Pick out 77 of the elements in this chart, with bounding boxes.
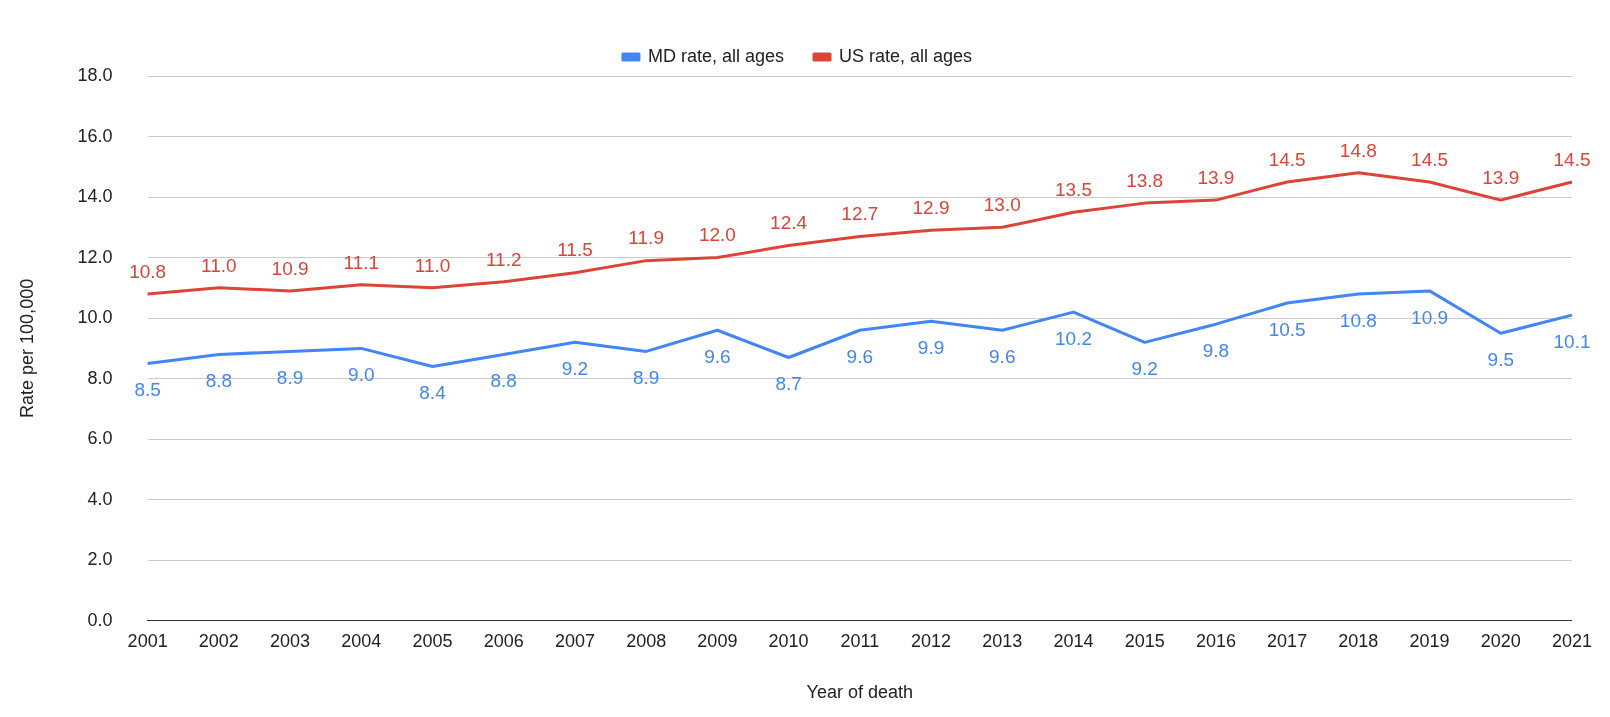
data-label: 9.6 — [704, 345, 731, 367]
x-tick-label: 2011 — [840, 630, 880, 651]
data-label: 13.9 — [1482, 166, 1520, 188]
data-label: 11.0 — [414, 254, 451, 276]
x-tick-label: 2002 — [198, 630, 239, 651]
data-label: 12.7 — [841, 203, 879, 225]
data-label: 11.0 — [201, 254, 237, 276]
x-tick-label: 2007 — [554, 630, 595, 651]
x-axis-title: Year of death — [806, 682, 914, 703]
data-label: 10.1 — [1553, 330, 1591, 352]
y-tick-label: 6.0 — [87, 428, 113, 449]
x-tick-label: 2014 — [1053, 630, 1094, 651]
data-label: 13.5 — [1054, 178, 1092, 200]
data-label: 8.8 — [490, 370, 517, 392]
data-label: 11.9 — [628, 227, 664, 249]
y-axis-title: Rate per 100,000 — [16, 278, 37, 418]
data-label: 13.0 — [983, 194, 1021, 216]
data-label: 11.5 — [557, 239, 593, 261]
data-label: 9.5 — [1487, 349, 1514, 370]
x-tick-label: 2004 — [341, 630, 382, 651]
data-label: 10.8 — [129, 260, 167, 282]
data-label: 8.9 — [276, 367, 304, 389]
data-label: 9.9 — [917, 336, 945, 358]
data-label: 9.8 — [1202, 339, 1230, 361]
y-tick-label: 12.0 — [77, 246, 113, 267]
data-label: 13.8 — [1126, 169, 1164, 191]
data-label: 8.7 — [775, 373, 802, 395]
data-label: 9.6 — [989, 345, 1016, 367]
data-label: 12.4 — [770, 212, 808, 234]
x-tick-label: 2021 — [1551, 630, 1592, 651]
x-tick-label: 2012 — [911, 630, 952, 651]
legend-label: MD rate, all ages — [647, 45, 784, 66]
x-tick-label: 2006 — [483, 630, 524, 651]
data-label: 14.8 — [1339, 139, 1377, 161]
data-label: 12.0 — [698, 224, 736, 246]
x-tick-label: 2018 — [1338, 630, 1379, 651]
x-tick-label: 2013 — [982, 630, 1023, 651]
x-tick-label: 2015 — [1124, 630, 1165, 651]
data-label: 8.9 — [632, 367, 660, 389]
x-tick-label: 2008 — [626, 630, 667, 651]
data-label: 9.6 — [846, 345, 874, 367]
y-tick-label: 14.0 — [77, 186, 113, 207]
data-label: 9.2 — [1131, 358, 1158, 380]
data-label: 10.9 — [1411, 306, 1449, 328]
x-tick-label: 2003 — [270, 630, 311, 651]
y-tick-label: 18.0 — [77, 64, 113, 85]
data-label: 10.9 — [271, 257, 309, 279]
y-tick-label: 4.0 — [87, 488, 113, 509]
y-tick-label: 8.0 — [87, 367, 113, 388]
x-tick-label: 2001 — [127, 630, 168, 651]
legend-label: US rate, all ages — [838, 45, 973, 66]
data-label: 9.2 — [561, 358, 589, 380]
data-label: 14.5 — [1268, 148, 1306, 170]
data-label: 11.1 — [343, 251, 380, 273]
data-label: 14.5 — [1411, 148, 1449, 170]
x-tick-label: 2005 — [412, 630, 453, 651]
data-label: 8.4 — [419, 382, 447, 404]
x-tick-label: 2019 — [1409, 630, 1450, 651]
y-tick-label: 10.0 — [77, 307, 113, 328]
data-label: 10.2 — [1054, 327, 1092, 349]
y-tick-label: 0.0 — [87, 609, 113, 630]
data-label: 10.5 — [1268, 318, 1306, 340]
x-tick-label: 2009 — [697, 630, 738, 651]
data-label: 10.8 — [1339, 309, 1377, 331]
x-tick-label: 2017 — [1267, 630, 1308, 651]
y-tick-label: 16.0 — [77, 125, 113, 146]
data-label: 8.5 — [134, 379, 161, 401]
x-tick-label: 2016 — [1195, 630, 1236, 651]
x-tick-label: 2020 — [1480, 630, 1521, 651]
data-label: 12.9 — [912, 197, 950, 219]
data-label: 13.9 — [1197, 166, 1235, 188]
data-label: 8.8 — [205, 370, 233, 392]
x-tick-label: 2010 — [768, 630, 809, 651]
data-label: 11.2 — [485, 248, 522, 270]
y-tick-label: 2.0 — [87, 549, 113, 570]
data-label: 14.5 — [1553, 148, 1591, 170]
data-label: 9.0 — [348, 364, 375, 386]
